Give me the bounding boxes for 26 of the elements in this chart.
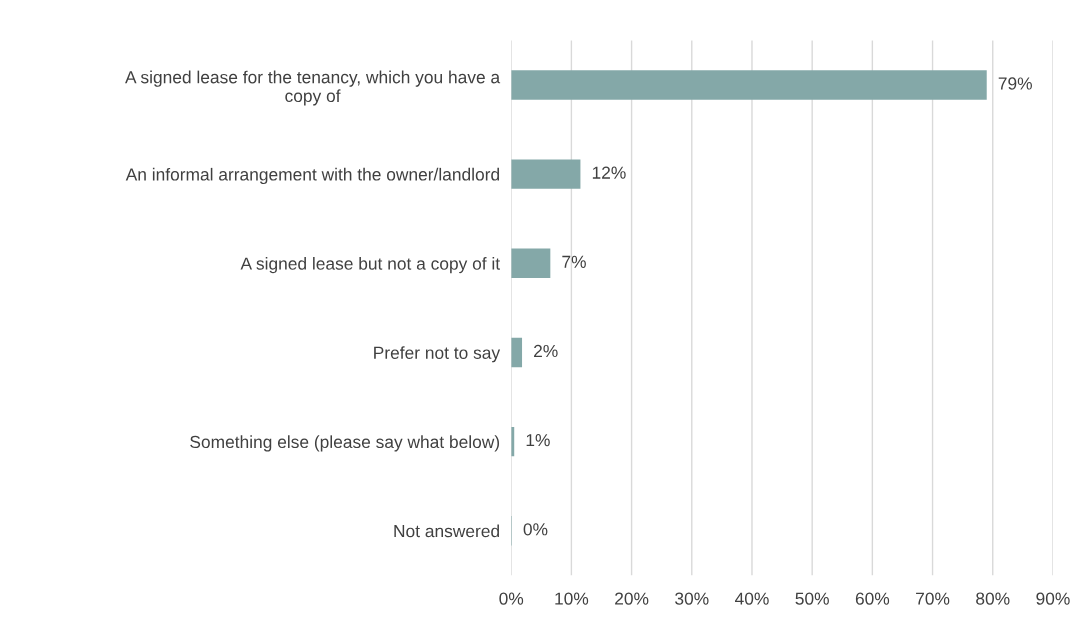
x-tick-label: 30% — [675, 592, 709, 605]
bar — [511, 248, 551, 279]
bar — [511, 337, 523, 368]
x-tick-label: 80% — [976, 592, 1010, 605]
data-label: 1% — [526, 434, 550, 447]
data-label: 12% — [592, 166, 626, 179]
bar — [511, 159, 581, 189]
data-label: 7% — [562, 255, 586, 268]
x-tick-label: 0% — [499, 592, 524, 605]
x-tick-label: 20% — [615, 592, 649, 605]
x-tick-label: 70% — [916, 592, 950, 605]
y-tick-label: A signed lease for the tenancy, which you have a copy of — [125, 70, 501, 106]
y-tick-label: An informal arrangement with the owner/landlord — [125, 167, 500, 185]
x-tick-label: 50% — [795, 592, 829, 605]
y-tick-label: A signed lease but not a copy of it — [240, 257, 500, 274]
y-tick-label: Prefer not to say — [374, 346, 501, 363]
data-label: 79% — [998, 77, 1032, 90]
x-tick-label: 40% — [735, 592, 769, 605]
x-tick-label: 90% — [1036, 592, 1070, 605]
x-tick-label: 10% — [555, 592, 589, 605]
y-tick-label: Something else (please say what below) — [190, 435, 500, 452]
data-label: 0% — [523, 523, 548, 536]
x-tick-label: 60% — [855, 592, 890, 605]
y-tick-label: Not answered — [394, 524, 499, 538]
data-label: 2% — [534, 344, 558, 358]
bar — [511, 70, 987, 100]
